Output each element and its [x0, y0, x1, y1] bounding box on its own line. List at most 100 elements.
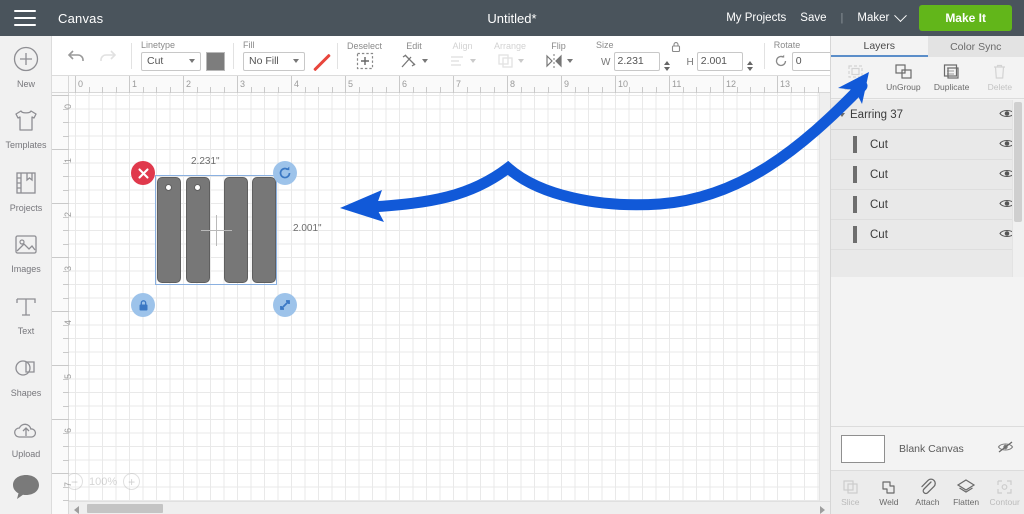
- layers-scrollbar[interactable]: [1012, 100, 1024, 277]
- layer-name: Cut: [870, 198, 888, 211]
- align-label: Align: [452, 40, 473, 51]
- duplicate-button[interactable]: Duplicate: [928, 57, 976, 98]
- ruler-label: 8: [510, 79, 516, 89]
- lock-icon[interactable]: [670, 41, 682, 56]
- rotate-handle[interactable]: [273, 161, 297, 185]
- canvas-color-swatch[interactable]: [841, 434, 885, 463]
- deselect-button[interactable]: Deselect: [338, 36, 391, 76]
- rotate-icon: [774, 52, 788, 71]
- shape-bar-3[interactable]: [224, 177, 248, 283]
- sidebar-item-images[interactable]: Images: [0, 222, 52, 284]
- undo-icon[interactable]: [67, 46, 86, 65]
- layer-row-cut-4[interactable]: Cut: [831, 220, 1024, 250]
- fill-select[interactable]: No Fill: [243, 51, 305, 71]
- lock-aspect-handle[interactable]: [131, 293, 155, 317]
- ruler-label: 5: [348, 79, 354, 89]
- layer-row-group[interactable]: Earring 37: [831, 100, 1024, 130]
- make-it-button[interactable]: Make It: [919, 5, 1012, 31]
- hole-icon: [194, 184, 201, 191]
- canvas-vertical-scrollbar[interactable]: [819, 93, 830, 501]
- layer-color-chip: [853, 196, 857, 213]
- layer-color-chip: [853, 166, 857, 183]
- size-label: Size: [596, 39, 614, 50]
- shape-bar-2[interactable]: [186, 177, 210, 283]
- zoom-in-button[interactable]: +: [123, 473, 141, 490]
- sidebar-item-new[interactable]: New: [0, 36, 52, 98]
- width-input[interactable]: 2.231: [613, 51, 660, 71]
- ruler-tick: [52, 149, 69, 150]
- app-header: Canvas Untitled* My Projects Save | Make…: [0, 0, 1024, 36]
- chevron-down-icon[interactable]: [839, 112, 845, 117]
- my-projects-link[interactable]: My Projects: [726, 12, 787, 24]
- tab-layers[interactable]: Layers: [831, 36, 928, 57]
- ruler-label: 13: [780, 79, 791, 89]
- resize-handle[interactable]: [273, 293, 297, 317]
- scroll-right-arrow-icon[interactable]: [820, 506, 825, 514]
- height-stepper[interactable]: [745, 60, 756, 71]
- flip-button[interactable]: Flip: [535, 36, 587, 76]
- shape-bar-1[interactable]: [157, 177, 181, 283]
- layers-scroll-thumb[interactable]: [1014, 102, 1022, 222]
- layers-list[interactable]: Earring 37 Cut Cut C: [831, 100, 1024, 277]
- layer-row-cut-3[interactable]: Cut: [831, 190, 1024, 220]
- tab-color-sync[interactable]: Color Sync: [950, 40, 1002, 53]
- ungroup-button[interactable]: UnGroup: [879, 57, 927, 98]
- ruler-tick: [723, 76, 724, 93]
- chevron-down-icon: [894, 8, 908, 22]
- no-fill-icon[interactable]: [310, 52, 329, 71]
- ruler-label: 6: [402, 79, 408, 89]
- chat-bubble-icon[interactable]: [11, 473, 41, 504]
- ruler-subtick: [115, 87, 117, 93]
- save-button[interactable]: Save: [800, 12, 827, 24]
- machine-selector[interactable]: Maker: [857, 8, 908, 24]
- zoom-control[interactable]: − 100% +: [66, 473, 141, 490]
- canvas-grid[interactable]: 2.231" 2.001": [69, 93, 830, 514]
- weld-button[interactable]: Weld: [870, 471, 909, 514]
- ruler-subtick: [63, 486, 69, 488]
- linetype-value: Cut: [147, 55, 164, 67]
- ruler-subtick: [63, 122, 69, 123]
- eye-off-icon[interactable]: [997, 441, 1014, 456]
- ruler-subtick: [63, 270, 69, 272]
- flatten-button[interactable]: Flatten: [947, 471, 986, 514]
- ruler-tick: [669, 76, 670, 93]
- linetype-group: Linetype Cut: [132, 36, 234, 76]
- hamburger-icon[interactable]: [14, 10, 36, 26]
- ruler-tick: [345, 76, 346, 93]
- attach-button[interactable]: Attach: [908, 471, 947, 514]
- layer-row-cut-1[interactable]: Cut: [831, 130, 1024, 160]
- width-stepper[interactable]: [662, 60, 673, 71]
- delete-handle[interactable]: [131, 161, 155, 185]
- canvas-horizontal-scrollbar[interactable]: [69, 501, 830, 514]
- chevron-down-icon: [189, 59, 195, 63]
- redo-icon: [98, 46, 117, 65]
- scroll-left-arrow-icon[interactable]: [74, 506, 79, 514]
- sidebar-item-shapes[interactable]: Shapes: [0, 346, 52, 408]
- layer-row-cut-2[interactable]: Cut: [831, 160, 1024, 190]
- sidebar-item-projects[interactable]: Projects: [0, 160, 52, 222]
- sidebar-label-new: New: [16, 78, 35, 89]
- ruler-tick: [52, 473, 69, 474]
- ruler-tick: [52, 95, 69, 96]
- canvas-row-label: Blank Canvas: [899, 442, 964, 455]
- blank-canvas-row[interactable]: Blank Canvas: [831, 426, 1024, 470]
- duplicate-label: Duplicate: [933, 82, 970, 92]
- layer-tools: Group UnGroup Duplicate Delete: [831, 57, 1024, 99]
- chevron-down-icon: [470, 59, 477, 63]
- linetype-color-swatch[interactable]: [206, 51, 225, 71]
- sidebar-item-upload[interactable]: Upload: [0, 408, 52, 470]
- edit-button[interactable]: Edit: [391, 36, 440, 76]
- sidebar-item-templates[interactable]: Templates: [0, 98, 52, 160]
- ruler-label: 10: [618, 79, 629, 89]
- fill-group: Fill No Fill: [234, 36, 338, 76]
- width-dimension-label: 2.231": [191, 156, 220, 167]
- linetype-select[interactable]: Cut: [141, 51, 201, 71]
- shape-bar-4[interactable]: [252, 177, 276, 283]
- height-input[interactable]: 2.001: [696, 51, 743, 71]
- sidebar-item-text[interactable]: Text: [0, 284, 52, 346]
- ruler-subtick: [63, 216, 69, 218]
- arrange-icon: [497, 52, 524, 71]
- horizontal-scroll-thumb[interactable]: [87, 504, 163, 513]
- left-sidebar: New Templates Projects Images Text: [0, 36, 52, 514]
